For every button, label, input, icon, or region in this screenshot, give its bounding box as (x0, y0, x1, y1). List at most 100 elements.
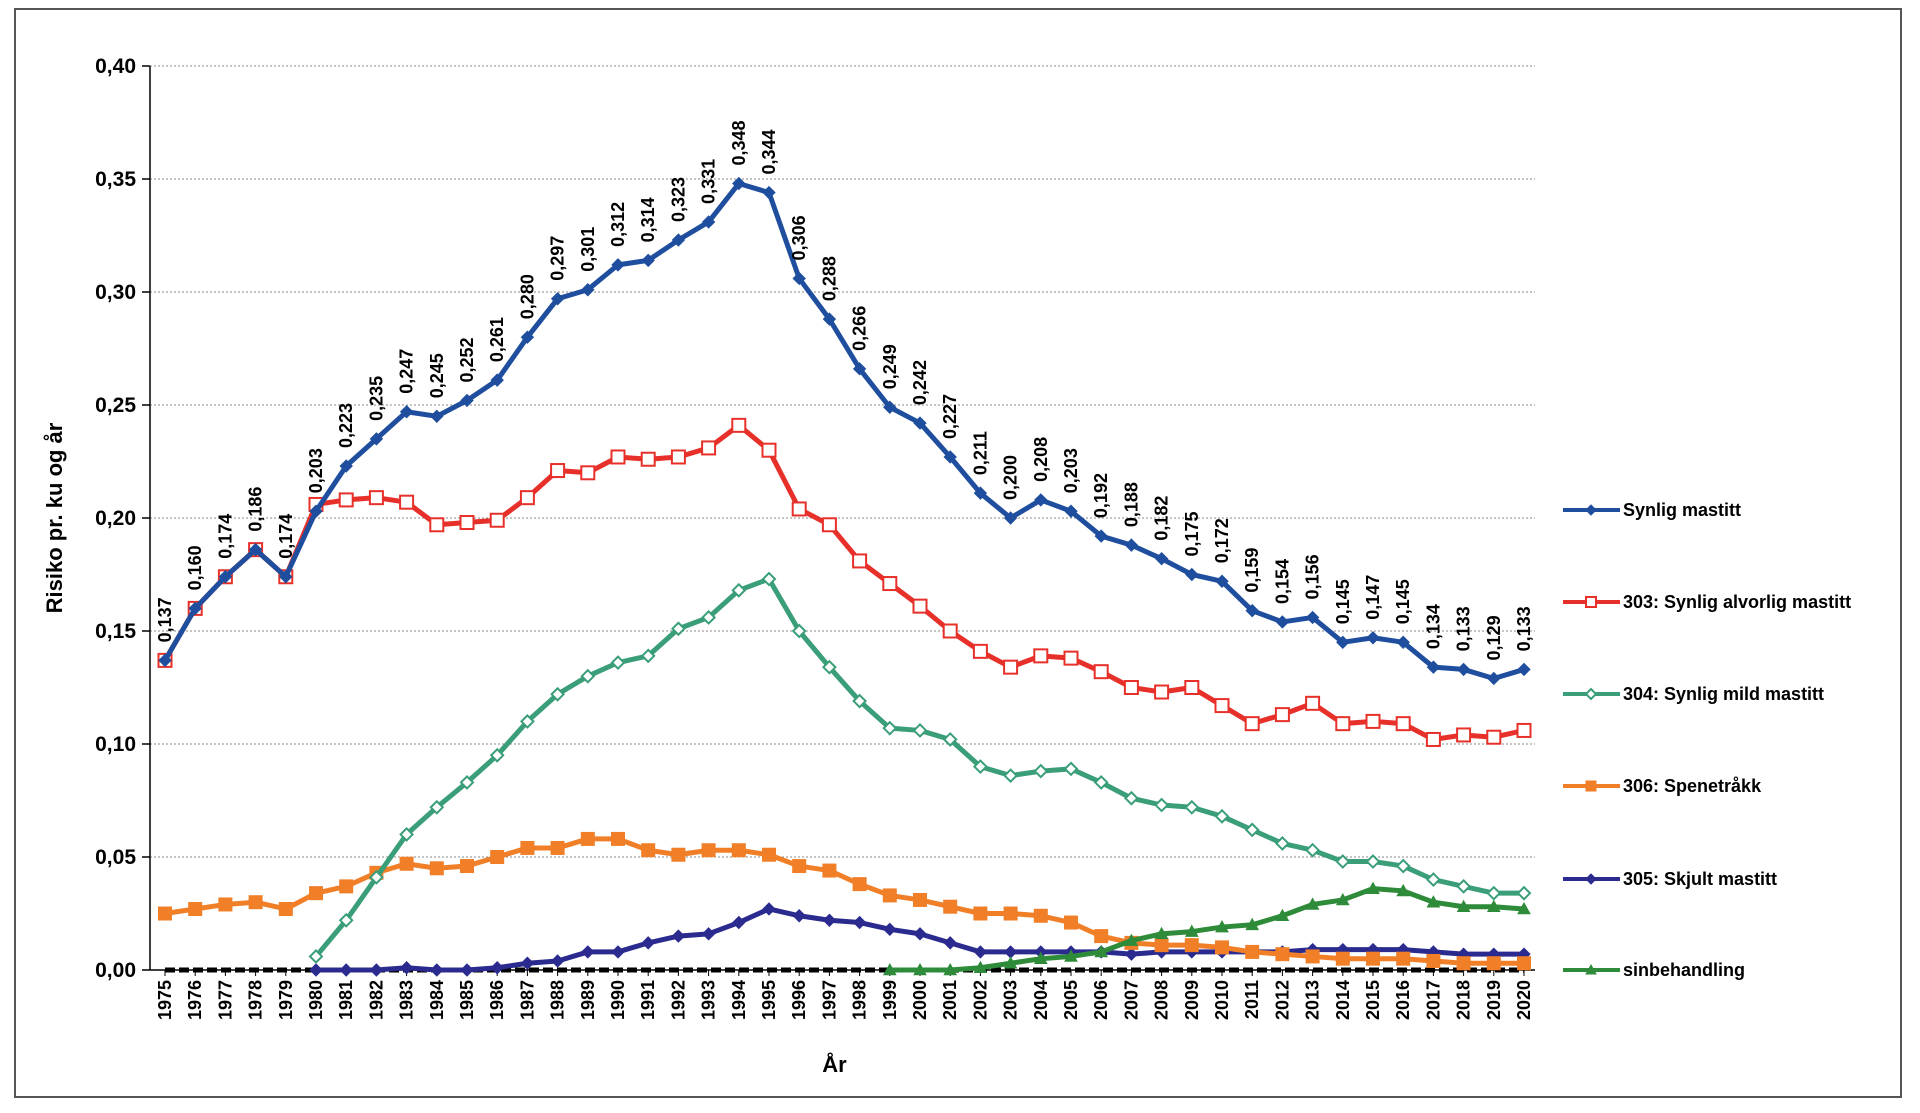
data-point (882, 720, 898, 736)
data-point (1396, 883, 1411, 897)
data-point (1395, 716, 1411, 732)
data-label: 0,245 (427, 353, 447, 398)
data-label: 0,266 (850, 306, 870, 351)
x-tick-label: 1992 (668, 980, 688, 1020)
x-tick-label: 2012 (1272, 980, 1292, 1020)
series-group (157, 176, 1532, 977)
data-point (1003, 945, 1018, 959)
data-label: 0,129 (1484, 615, 1504, 660)
data-point (1185, 567, 1199, 582)
series-3 (158, 831, 1531, 971)
data-label: 0,211 (970, 431, 990, 475)
data-label: 0,159 (1242, 548, 1262, 593)
y-axis-title: Risiko pr. ku og år (42, 422, 67, 613)
data-point (1184, 680, 1200, 695)
data-point (732, 176, 746, 191)
data-point (550, 686, 566, 702)
data-point (158, 906, 172, 921)
data-point (1366, 951, 1380, 966)
data-point (943, 962, 958, 976)
data-point (641, 843, 656, 858)
data-point (1274, 836, 1290, 851)
legend-item: 304: Synlig mild mastitt (1563, 684, 1824, 704)
data-point (581, 283, 595, 297)
legend-label: sinbehandling (1623, 960, 1745, 980)
data-label: 0,175 (1182, 511, 1202, 556)
legend-item: 303: Synlig alvorlig mastitt (1563, 592, 1851, 612)
data-point (1033, 763, 1049, 779)
x-tick-label: 2020 (1514, 980, 1534, 1020)
data-point (640, 648, 656, 664)
data-point (1366, 631, 1380, 645)
data-point (731, 417, 747, 433)
data-point (1154, 684, 1170, 700)
data-point (1456, 727, 1472, 743)
data-point (1244, 716, 1260, 732)
data-label: 0,156 (1303, 554, 1323, 599)
data-point (972, 759, 988, 775)
data-label: 0,160 (185, 545, 205, 590)
x-tick-label: 1988 (548, 980, 568, 1020)
data-point (1064, 915, 1078, 930)
data-point (519, 490, 535, 506)
x-tick-label: 1977 (215, 980, 235, 1020)
data-label: 0,249 (880, 344, 900, 389)
data-point (1245, 917, 1260, 931)
data-point (792, 909, 806, 923)
data-point (1215, 574, 1229, 588)
data-point (1516, 885, 1532, 901)
data-point (671, 929, 686, 943)
legend-marker (1585, 504, 1597, 516)
data-point (1245, 944, 1260, 959)
data-point (913, 962, 927, 976)
data-point (1456, 662, 1471, 677)
data-label: 0,288 (819, 256, 839, 301)
data-label: 0,301 (578, 227, 598, 272)
x-tick-label: 1982 (366, 980, 386, 1020)
data-point (550, 954, 565, 968)
data-point (822, 913, 837, 927)
data-label: 0,306 (789, 215, 809, 260)
data-point (580, 668, 596, 684)
data-point (429, 799, 445, 815)
data-label: 0,280 (517, 274, 537, 319)
data-point (1214, 698, 1230, 714)
data-label: 0,145 (1393, 579, 1413, 624)
data-point (338, 492, 354, 508)
x-tick-label: 2010 (1212, 980, 1232, 1020)
data-point (1274, 707, 1290, 723)
x-axis-title: År (822, 1051, 847, 1077)
data-point (1003, 768, 1019, 784)
data-label: 0,192 (1091, 473, 1111, 518)
data-point (762, 847, 776, 862)
data-point (1093, 664, 1109, 680)
data-label: 0,147 (1363, 575, 1383, 620)
data-point (882, 962, 897, 976)
data-point (973, 906, 988, 921)
data-point (308, 949, 324, 964)
data-label: 0,261 (487, 317, 507, 362)
series-2 (308, 571, 1532, 964)
x-tick-label: 1986 (487, 980, 507, 1020)
data-point (762, 902, 776, 916)
data-point (399, 856, 414, 871)
data-point (368, 869, 384, 885)
legend-item: sinbehandling (1563, 960, 1745, 980)
data-point (489, 512, 505, 528)
data-point (399, 961, 414, 975)
legend-item: 306: Spenetråkk (1563, 776, 1762, 796)
legend-marker (1585, 596, 1597, 608)
y-tick-label: 0,35 (95, 168, 136, 191)
data-point (701, 440, 717, 456)
data-point (368, 490, 384, 506)
data-point (490, 850, 505, 864)
legend-label: Synlig mastitt (1623, 500, 1741, 520)
data-label: 0,133 (1514, 606, 1534, 651)
data-point (550, 292, 565, 306)
chart-frame (14, 8, 1902, 1098)
data-point (670, 621, 686, 637)
data-point (1003, 659, 1019, 675)
data-point (1395, 858, 1411, 874)
data-point (1094, 929, 1109, 944)
